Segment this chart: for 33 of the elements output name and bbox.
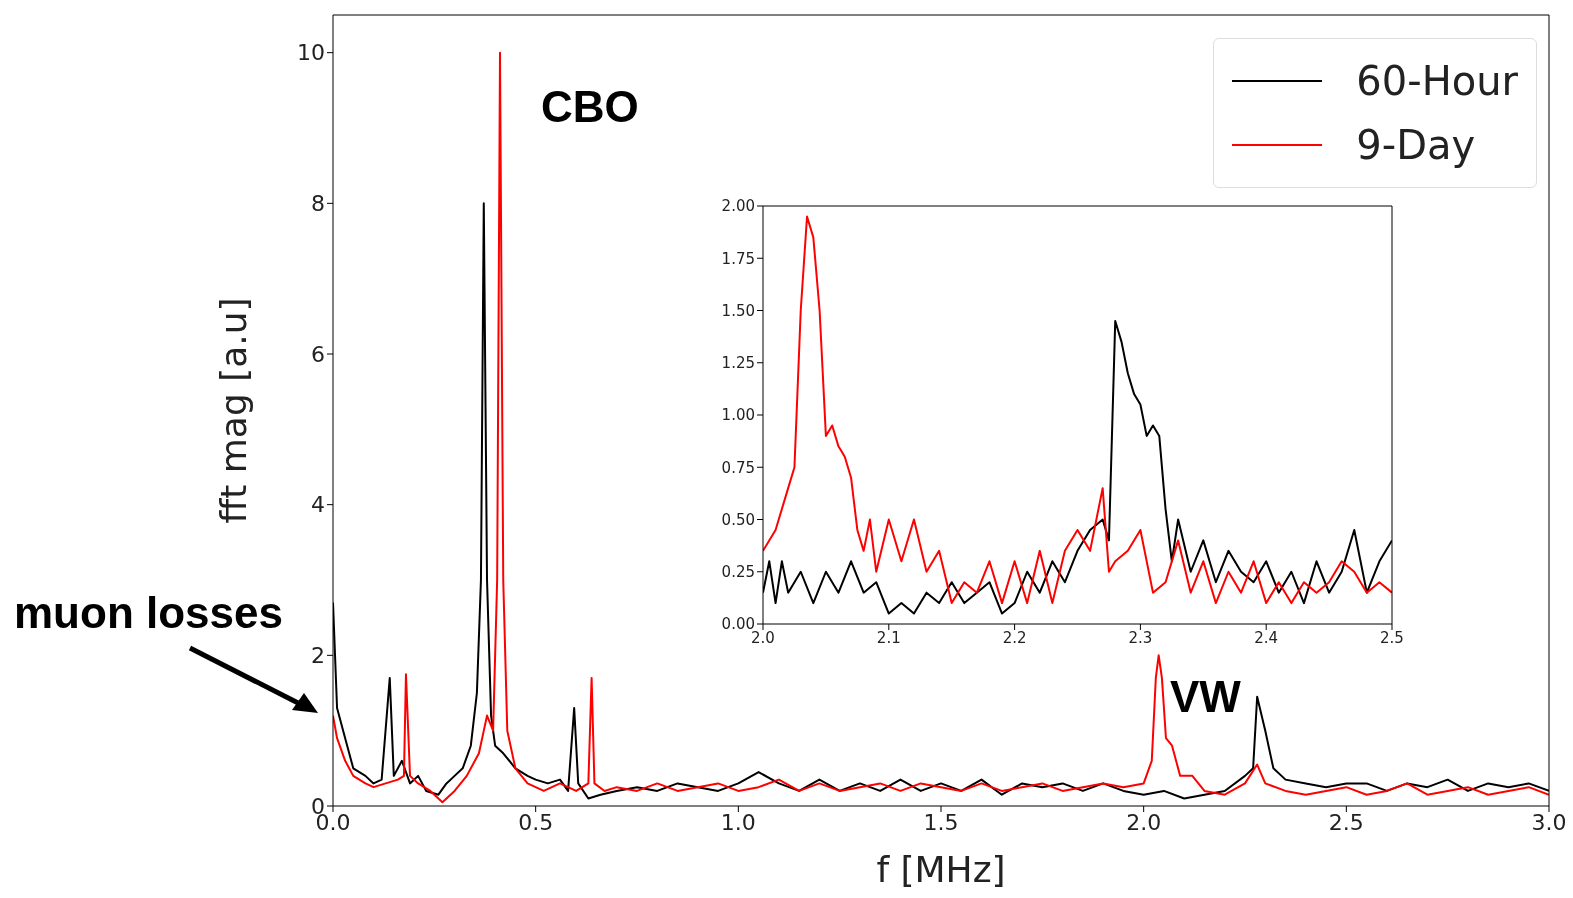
x-tick-label: 2.2 [1002,628,1027,647]
y-tick-label: 8 [311,191,325,217]
legend-label: 9-Day [1356,122,1476,168]
y-tick-label: 4 [311,492,325,518]
x-tick-label: 2.5 [1380,628,1404,647]
y-tick-label: 1.50 [721,301,755,320]
y-tick-label: 1.25 [721,354,755,373]
x-tick-label: 2.5 [1328,809,1364,835]
y-tick-label: 1.00 [721,406,755,425]
annotation: VW [1170,672,1241,722]
y-tick-label: 10 [297,40,325,66]
x-tick-label: 2.4 [1254,628,1279,647]
y-tick-label: 0.50 [721,510,755,529]
x-tick-label: 1.5 [923,809,959,835]
y-tick-label: 2 [311,643,325,669]
y-tick-label: 2.00 [721,197,755,216]
x-axis-title: f [MHz] [876,849,1006,890]
x-tick-label: 3.0 [1531,809,1567,835]
x-tick-label: 2.3 [1128,628,1153,647]
annotation: CBO [541,82,639,132]
y-tick-label: 6 [311,341,325,367]
x-tick-label: 2.1 [876,628,901,647]
y-axis-title: fft mag [a.u] [212,297,254,524]
legend-label: 60-Hour [1356,58,1518,104]
y-tick-label: 0.25 [721,563,755,582]
y-tick-label: 1.75 [721,249,755,268]
x-tick-label: 2.0 [1126,809,1162,835]
line-series [763,215,1392,605]
x-tick-label: 1.0 [720,809,756,835]
x-tick-label: 0.5 [518,809,554,835]
y-tick-label: 0.75 [721,458,755,477]
x-tick-label: 2.0 [751,628,775,647]
text: muon losses [14,588,283,638]
